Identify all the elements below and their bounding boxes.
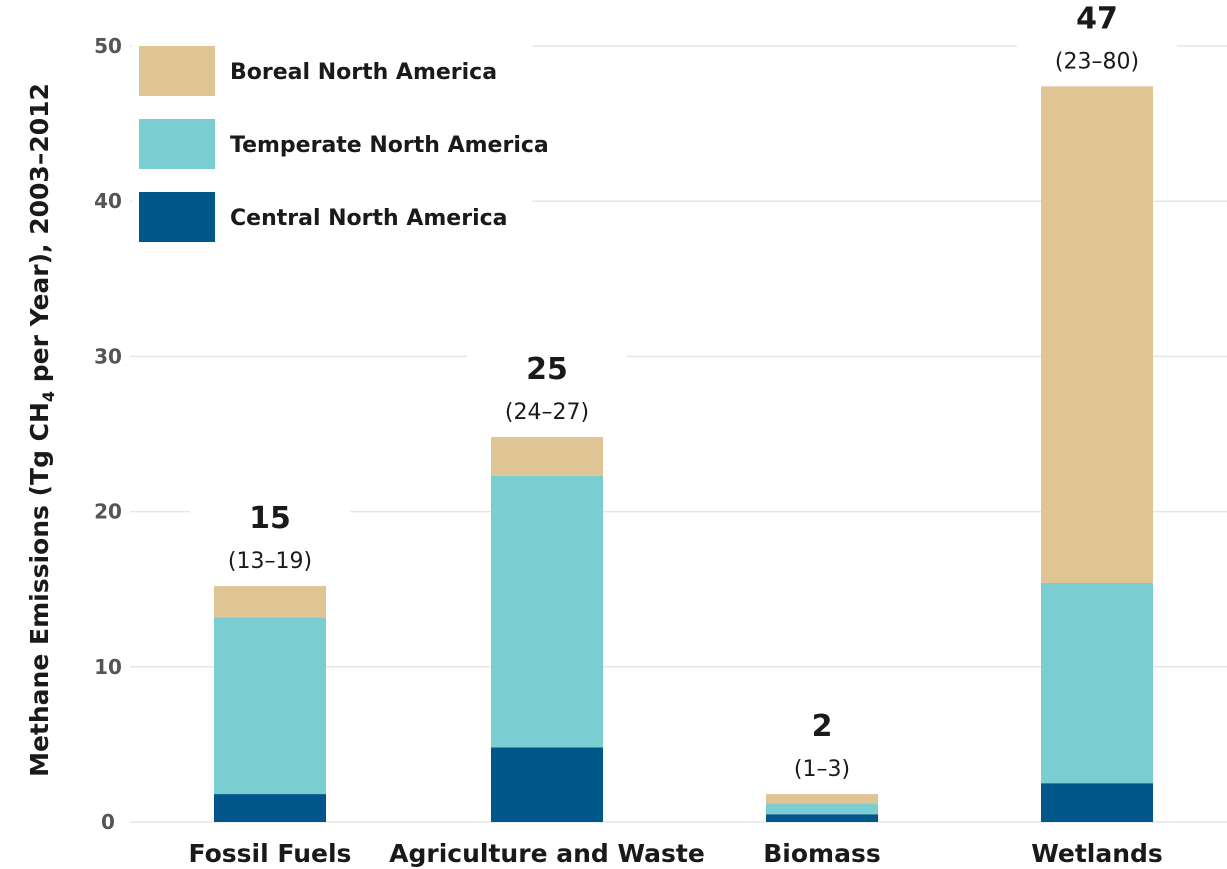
bar-label-backdrop (467, 337, 627, 432)
x-category-label: Biomass (763, 839, 880, 868)
bar-segment (214, 617, 326, 795)
y-tick-label: 30 (94, 344, 122, 368)
y-tick-label: 40 (94, 189, 122, 213)
legend-swatch (139, 46, 215, 96)
bar-total-label: 25 (526, 352, 568, 387)
legend-label: Temperate North America (230, 133, 549, 158)
bar-labels: 15 (13–19) 25 (24–27) 2 (1–3) 47 (23–80) (190, 0, 1177, 789)
y-axis-label-tail: per Year), 2003–2012 (25, 83, 54, 391)
bar-segment (766, 814, 878, 822)
bar-segment (1041, 582, 1153, 784)
x-category-label: Wetlands (1031, 839, 1163, 868)
legend-swatch (139, 119, 215, 169)
bar-total-label: 47 (1076, 1, 1118, 36)
bar-segment (214, 794, 326, 822)
x-axis-categories: Fossil Fuels Agriculture and Waste Biomass… (189, 839, 1163, 868)
legend-label: Central North America (230, 206, 508, 231)
bars (214, 86, 1153, 822)
y-tick-label: 20 (94, 500, 122, 524)
y-axis-label-main: Methane Emissions (Tg CH (25, 402, 54, 777)
bar-segment (491, 747, 603, 822)
bar-segment (1041, 783, 1153, 822)
bar-segment (491, 475, 603, 748)
bar-segment (491, 437, 603, 476)
legend: Boreal North America Temperate North Amer… (139, 46, 549, 242)
bar-total-label: 15 (249, 501, 291, 536)
y-axis-ticks: 0 10 20 30 40 50 (94, 34, 122, 834)
y-axis-label: Methane Emissions (Tg CH4 per Year), 200… (25, 83, 58, 777)
bar-segment (214, 586, 326, 618)
bar-range-label: (24–27) (505, 400, 589, 425)
x-category-label: Fossil Fuels (189, 839, 352, 868)
bar-label-backdrop (1017, 0, 1177, 81)
bar-label-backdrop (742, 694, 902, 789)
y-tick-label: 50 (94, 34, 122, 58)
bar-total-label: 2 (812, 709, 833, 744)
x-category-label: Agriculture and Waste (389, 839, 705, 868)
bar-segment (766, 803, 878, 815)
bar-range-label: (23–80) (1055, 49, 1139, 74)
bar-range-label: (1–3) (794, 757, 850, 782)
y-tick-label: 0 (101, 810, 115, 834)
bar-range-label: (13–19) (228, 549, 312, 574)
bar-label-backdrop (190, 486, 350, 581)
legend-swatch (139, 192, 215, 242)
legend-label: Boreal North America (230, 60, 497, 85)
bar-segment (1041, 86, 1153, 583)
y-tick-label: 10 (94, 655, 122, 679)
y-axis-label-subscript: 4 (39, 391, 58, 402)
bar-segment (766, 794, 878, 804)
